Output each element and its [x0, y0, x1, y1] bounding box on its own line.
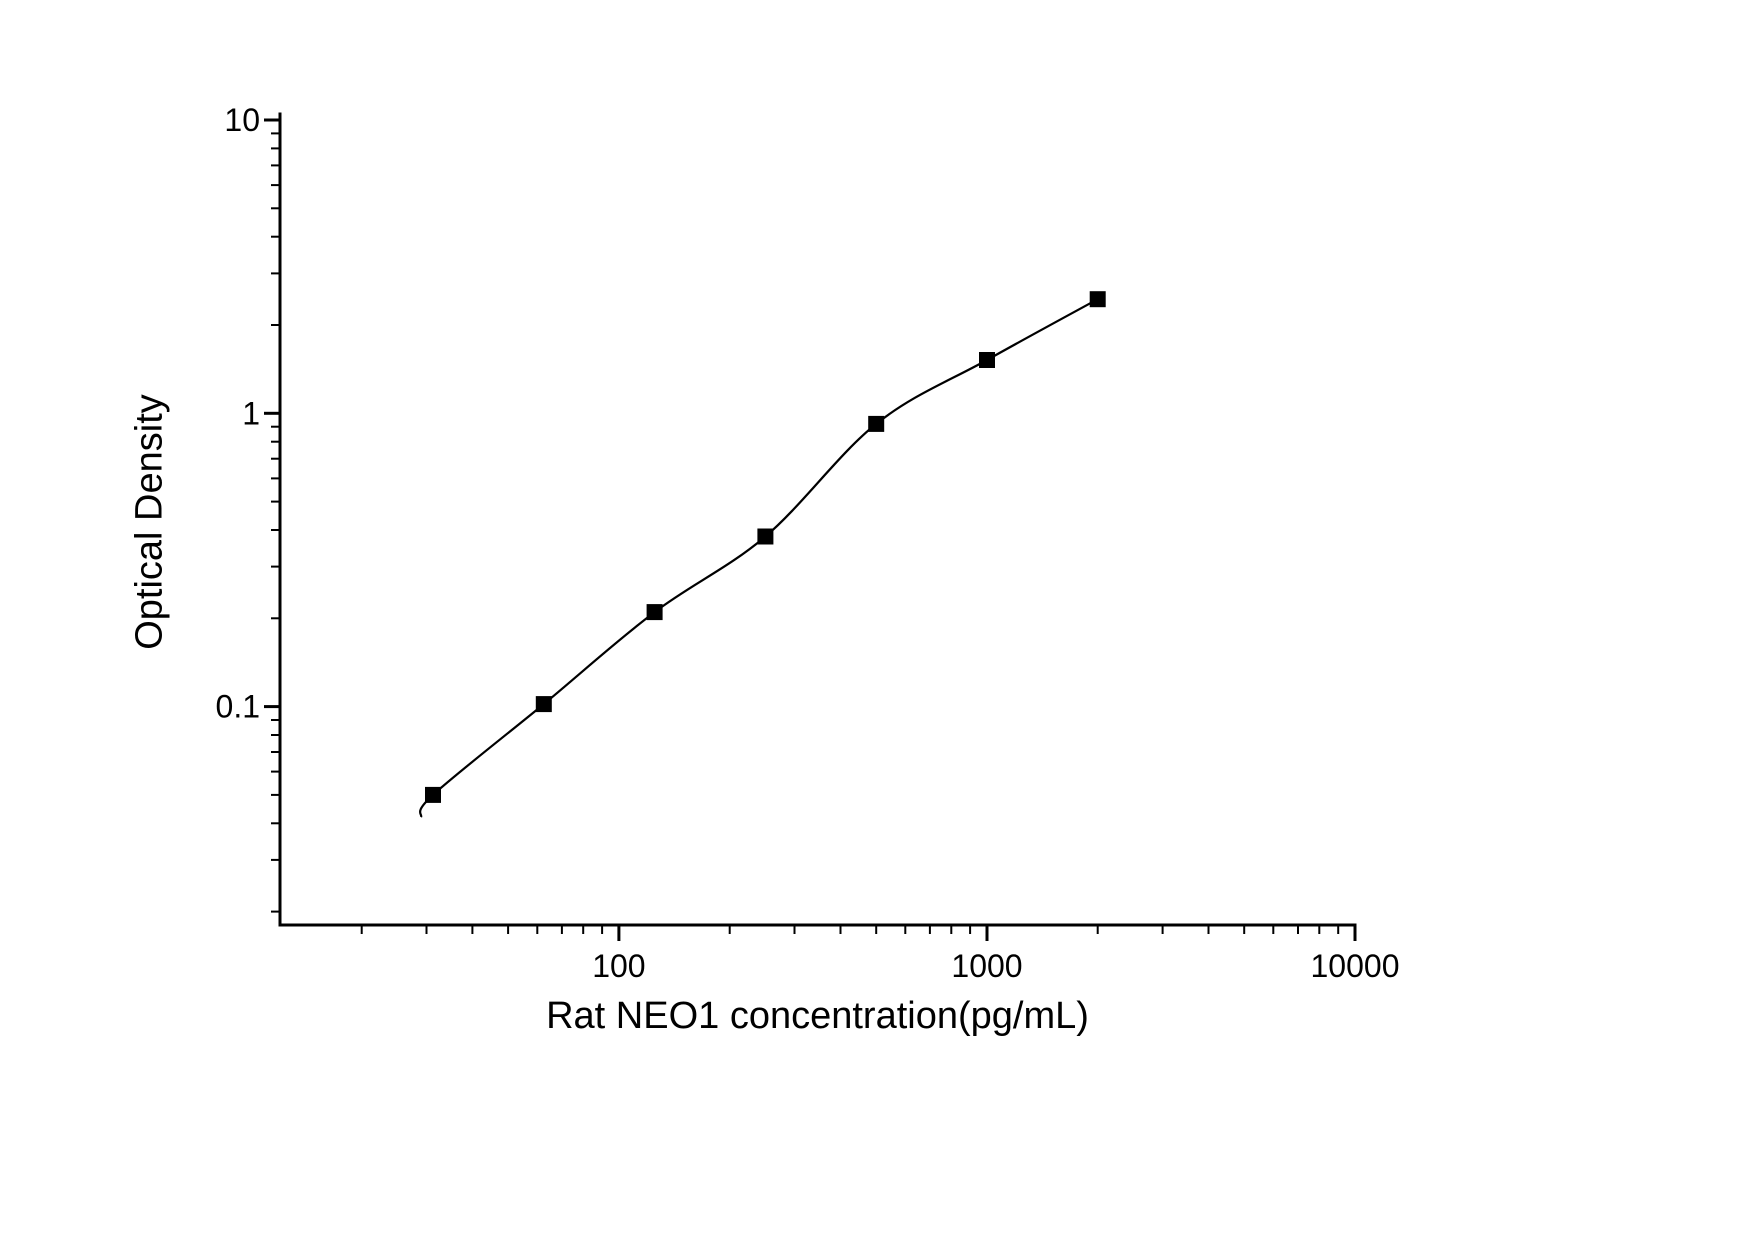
data-points — [425, 291, 1106, 803]
data-point-marker — [1089, 291, 1106, 308]
x-tick-label: 1000 — [951, 948, 1022, 984]
fit-curve — [418, 298, 1099, 818]
y-tick-label: 1 — [242, 395, 260, 431]
x-tick-label: 10000 — [1311, 948, 1400, 984]
data-point-marker — [979, 352, 995, 368]
data-point-marker — [646, 604, 663, 621]
x-axis: 100 1000 10000 — [360, 925, 1400, 984]
data-point-marker — [757, 528, 774, 545]
data-point-marker — [868, 415, 885, 432]
x-tick-label: 100 — [592, 948, 645, 984]
fit-curve-path — [418, 298, 1099, 818]
y-tick-label: 0.1 — [216, 689, 260, 725]
x-axis-title: Rat NEO1 concentration(pg/mL) — [546, 995, 1089, 1037]
y-axis: 0.1 1 10 — [216, 102, 280, 913]
axes-frame — [278, 112, 1357, 927]
data-point-marker — [425, 786, 441, 803]
y-axis-title: Optical Density — [128, 394, 171, 650]
data-point-marker — [535, 696, 552, 713]
y-tick-label: 10 — [224, 102, 260, 138]
